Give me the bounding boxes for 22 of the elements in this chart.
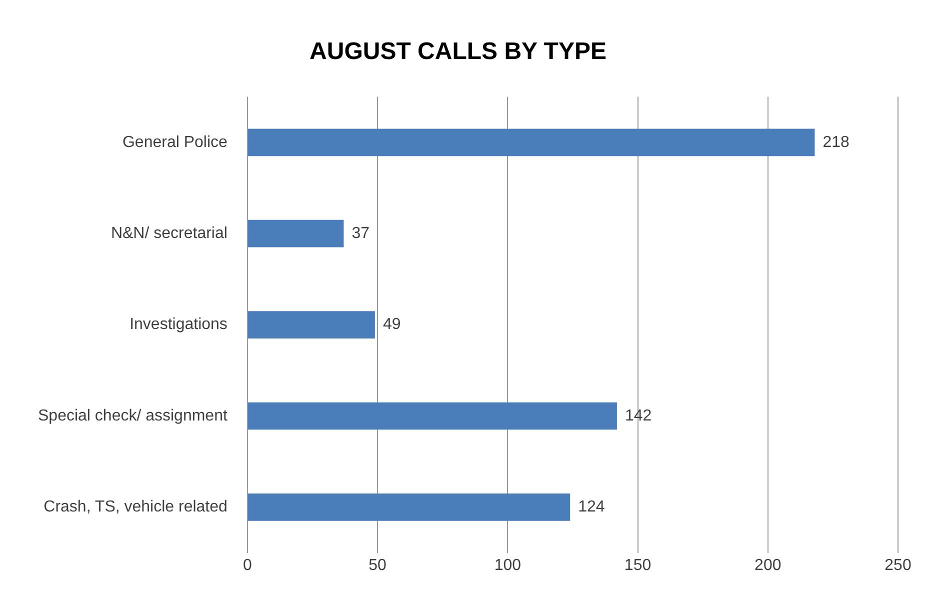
data-label: 49 (382, 316, 401, 334)
bar (248, 494, 570, 521)
x-tick-label: 150 (624, 556, 652, 574)
bar (248, 128, 815, 156)
x-tick-label: 100 (494, 556, 522, 574)
data-label: 37 (352, 225, 370, 242)
x-tick-label: 200 (754, 556, 782, 574)
y-tick-label: N&N/ secretarial (110, 225, 228, 242)
bar (248, 402, 617, 430)
data-label: 218 (822, 134, 850, 151)
data-label: 142 (624, 407, 652, 424)
y-tick-label: Special check/ assignment (38, 407, 228, 424)
bar (248, 311, 375, 338)
y-tick-label: Investigations (130, 316, 228, 334)
chart-title: AUGUST CALLS BY TYPE (310, 38, 606, 66)
bar (248, 220, 344, 248)
x-tick-label: 0 (242, 556, 252, 574)
x-tick-label: 50 (368, 556, 387, 574)
data-label: 124 (578, 498, 605, 516)
y-tick-label: General Police (122, 134, 228, 151)
y-tick-label: Crash, TS, vehicle related (44, 498, 228, 516)
x-tick-label: 250 (884, 556, 912, 574)
